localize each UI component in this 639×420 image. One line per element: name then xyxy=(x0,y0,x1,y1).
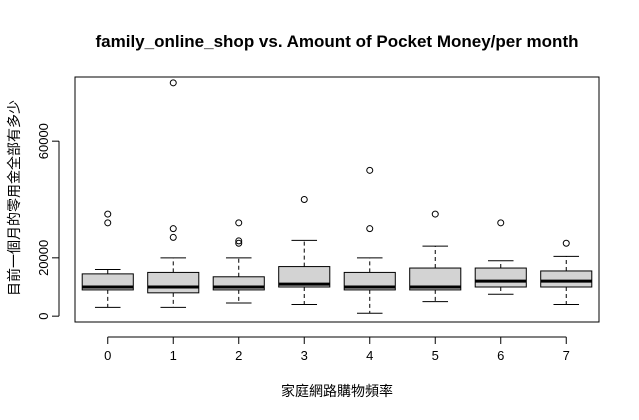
iqr-box xyxy=(540,270,593,288)
y-tick-label: 0 xyxy=(36,313,51,320)
box-1 xyxy=(147,79,200,308)
chart-title: family_online_shop vs. Amount of Pocket … xyxy=(96,32,579,51)
x-axis: 0 1 2 3 4 5 6 7 xyxy=(104,336,570,363)
box-5 xyxy=(409,210,462,303)
box-7 xyxy=(540,239,593,305)
outlier-point xyxy=(300,196,308,203)
box-0 xyxy=(81,210,134,308)
x-tick-label: 3 xyxy=(301,348,308,363)
iqr-box xyxy=(409,267,462,291)
outlier-point xyxy=(235,219,243,227)
outlier-point xyxy=(366,166,374,174)
y-axis-label: 目前一個月的零用金全部有多少 xyxy=(6,100,22,296)
x-tick-label: 4 xyxy=(366,348,373,363)
outlier-point xyxy=(169,79,177,87)
outlier-point xyxy=(431,210,439,218)
box-6 xyxy=(474,219,527,295)
outlier-point xyxy=(104,210,112,218)
outlier-point xyxy=(235,237,243,245)
box-2 xyxy=(212,219,265,304)
x-tick-label: 5 xyxy=(432,348,439,363)
plot-frame xyxy=(74,76,600,323)
outlier-point xyxy=(235,239,243,247)
iqr-box xyxy=(474,267,527,288)
outlier-point xyxy=(104,219,112,227)
outlier-point xyxy=(169,233,177,241)
outlier-point xyxy=(366,225,374,233)
x-tick-label: 7 xyxy=(563,348,570,363)
x-tick-label: 6 xyxy=(497,348,504,363)
y-tick-label: 60000 xyxy=(36,123,51,159)
outlier-point xyxy=(169,225,177,233)
y-tick-label: 20000 xyxy=(36,240,51,276)
box-4 xyxy=(343,166,396,314)
x-tick-label: 1 xyxy=(170,348,177,363)
x-tick-label: 0 xyxy=(104,348,111,363)
boxes-group xyxy=(81,79,593,314)
y-axis: 0 20000 60000 xyxy=(36,123,60,320)
outlier-point xyxy=(497,219,505,227)
x-axis-label: 家庭網路購物頻率 xyxy=(281,383,393,399)
box-3 xyxy=(278,196,331,305)
x-tick-label: 2 xyxy=(235,348,242,363)
iqr-box xyxy=(147,271,200,294)
iqr-box xyxy=(278,266,331,288)
outlier-point xyxy=(562,239,570,247)
